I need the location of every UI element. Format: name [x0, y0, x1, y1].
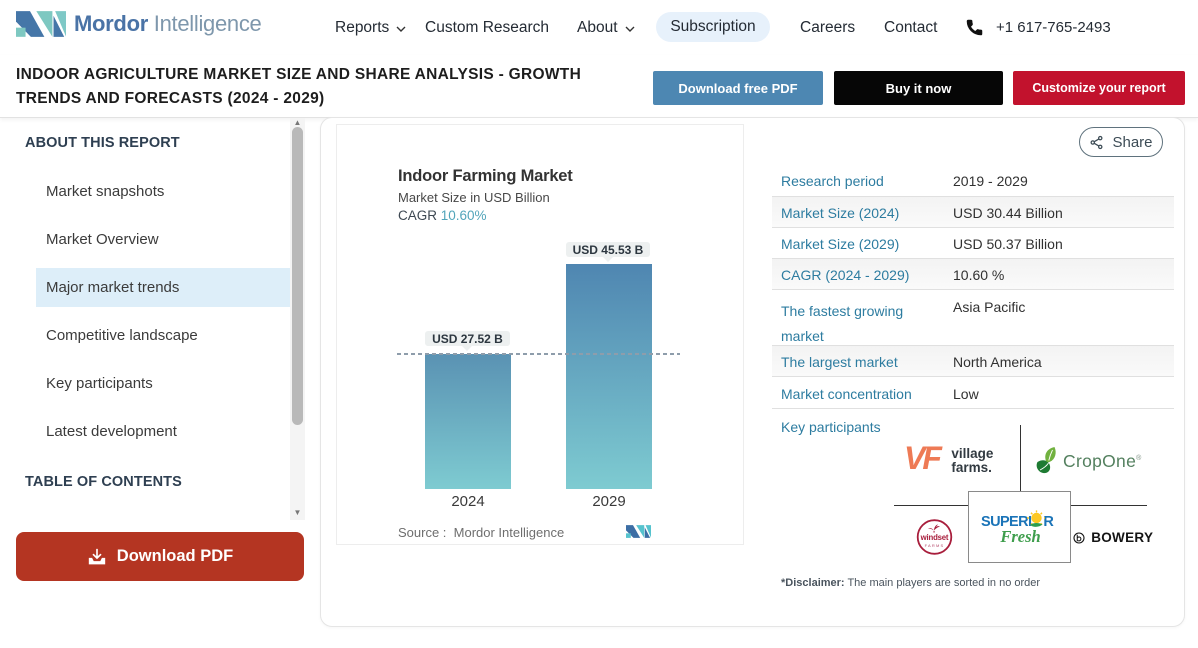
svg-text:windset: windset	[920, 533, 949, 542]
svg-text:FARMS: FARMS	[925, 543, 945, 548]
